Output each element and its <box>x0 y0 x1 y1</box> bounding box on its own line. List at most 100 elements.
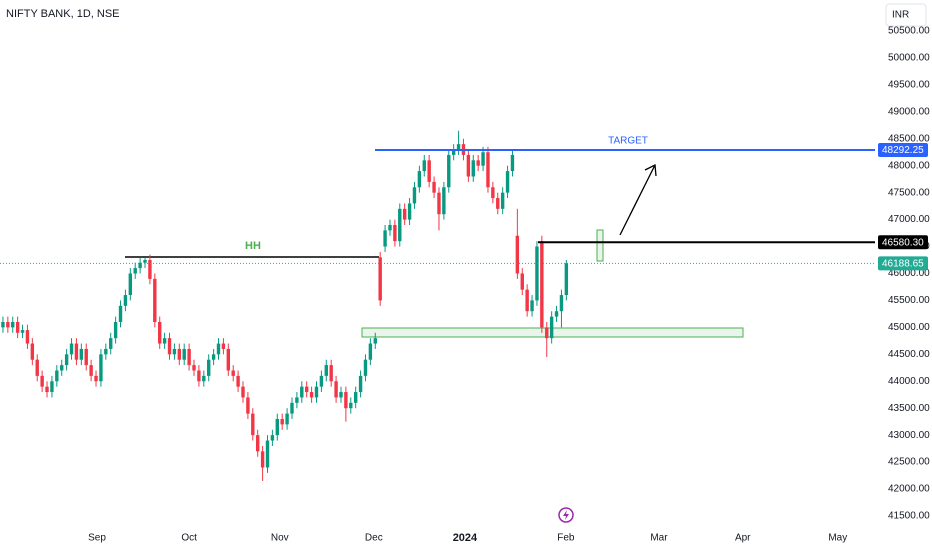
candle-body <box>481 152 485 166</box>
x-tick-label: Dec <box>365 533 383 544</box>
candle-body <box>407 203 412 220</box>
chart-title: NIFTY BANK, 1D, NSE <box>6 8 120 20</box>
y-tick-label: 48000.00 <box>888 160 930 171</box>
candle-body <box>358 375 363 393</box>
candle-body <box>344 392 348 409</box>
arrow-head <box>644 163 657 177</box>
candle-body <box>148 260 152 279</box>
x-tick-label: Sep <box>88 533 106 544</box>
price-badge-label: 48292.25 <box>882 145 924 156</box>
candle-body <box>471 160 475 177</box>
candle-body <box>221 343 226 349</box>
y-tick-label: 44000.00 <box>888 376 930 387</box>
candle-body <box>182 348 186 360</box>
y-tick-label: 49500.00 <box>888 80 930 91</box>
candle-body <box>535 246 539 301</box>
y-tick-label: 44500.00 <box>888 349 930 360</box>
price-badge-label: 46580.30 <box>882 237 924 248</box>
candle-body <box>104 348 108 355</box>
y-tick-label: 46000.00 <box>888 268 930 279</box>
candle-body <box>162 338 167 344</box>
candle-body <box>270 435 275 441</box>
candle-body <box>251 413 255 436</box>
candle-body <box>510 154 515 172</box>
candle-body <box>123 295 128 306</box>
candle-body <box>99 354 103 382</box>
candle-body <box>373 338 377 344</box>
candle-body <box>422 160 426 172</box>
candle-body <box>94 375 98 382</box>
candle-body <box>520 273 524 290</box>
candle-body <box>6 321 10 328</box>
candle-body <box>515 235 520 274</box>
candle-body <box>378 257 382 301</box>
x-tick-label: Feb <box>557 533 575 544</box>
y-tick-label: 45500.00 <box>888 295 930 306</box>
currency-label[interactable]: INR <box>892 10 909 21</box>
candle-body <box>451 149 456 155</box>
candle-body <box>84 348 88 366</box>
candle-body <box>437 192 441 215</box>
candle-body <box>393 224 397 242</box>
y-tick-label: 49000.00 <box>888 106 930 117</box>
price-line-label: TARGET <box>608 136 648 147</box>
y-tick-label: 50000.00 <box>888 53 930 64</box>
candle-body <box>241 386 245 398</box>
candle-body <box>530 300 534 312</box>
candle-body <box>412 187 417 204</box>
candle-body <box>172 348 177 355</box>
candle-body <box>118 305 123 322</box>
y-tick-label: 47000.00 <box>888 214 930 225</box>
candle-body <box>40 375 44 387</box>
candle-body <box>158 321 162 344</box>
y-tick-label: 41500.00 <box>888 511 930 522</box>
candle-body <box>505 171 510 193</box>
candle-body <box>368 343 373 360</box>
candle-body <box>476 160 480 166</box>
candle-body <box>255 435 260 452</box>
candle-body <box>128 273 133 296</box>
candle-body <box>246 397 250 414</box>
event-icon-bolt <box>563 510 569 520</box>
currency-box[interactable] <box>885 3 927 27</box>
price-badge <box>878 235 928 250</box>
candle-body <box>15 321 20 333</box>
candle-body <box>275 418 279 436</box>
candle-body <box>11 321 15 328</box>
candle-body <box>64 354 69 366</box>
candle-body <box>177 348 182 360</box>
y-tick-label: 43500.00 <box>888 403 930 414</box>
x-tick-label: Oct <box>181 533 197 544</box>
candle-body <box>167 338 172 355</box>
y-tick-label: 45000.00 <box>888 322 930 333</box>
candle-body <box>20 330 25 333</box>
x-tick-label: May <box>828 533 847 544</box>
candle-body <box>143 260 147 263</box>
y-tick-label: 48500.00 <box>888 133 930 144</box>
candle-body <box>109 338 113 349</box>
y-tick-label: 50500.00 <box>888 26 930 37</box>
candle-body <box>491 187 495 199</box>
candle-body <box>226 348 231 371</box>
candle-body <box>314 386 319 398</box>
price-badge <box>878 256 928 271</box>
candle-body <box>35 359 39 376</box>
candle-body <box>187 348 191 366</box>
x-tick-label: Apr <box>735 533 751 544</box>
candle-body <box>339 392 343 398</box>
candle-body <box>383 230 387 247</box>
candle-body <box>285 413 289 425</box>
candle-body <box>1 321 5 328</box>
candle-body <box>50 381 54 393</box>
candle-body <box>231 370 235 376</box>
candle-body <box>402 208 407 220</box>
plot: 41500.00 42000.00 42500.00 43000.00 43500.00… <box>1 26 930 544</box>
candle-body <box>207 359 211 376</box>
candle-body <box>265 440 270 468</box>
candle-body <box>417 171 422 188</box>
candle-body <box>304 386 309 393</box>
candle-body <box>79 348 84 360</box>
event-icon[interactable] <box>558 507 574 523</box>
candle-body <box>486 152 490 188</box>
